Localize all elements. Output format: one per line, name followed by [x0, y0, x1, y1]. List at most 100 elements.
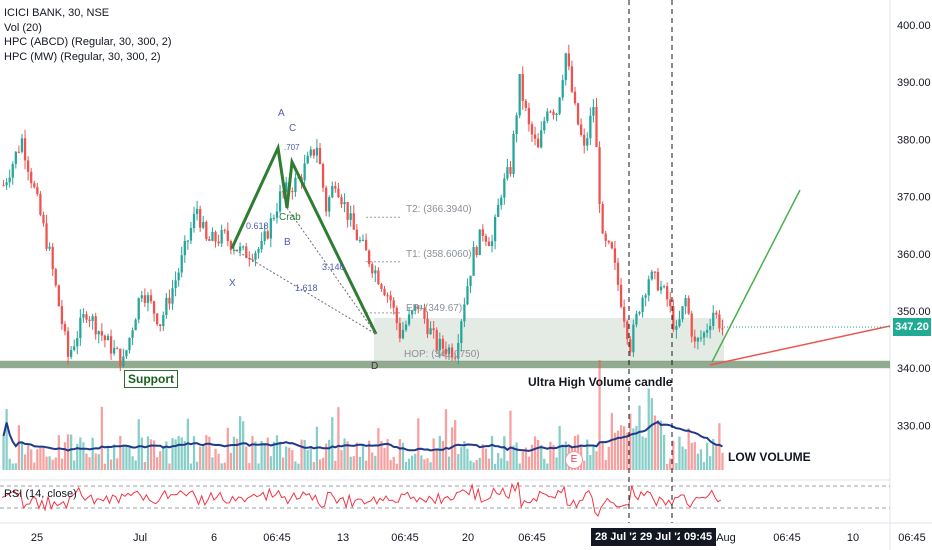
volume-bar	[97, 454, 100, 470]
candle	[570, 66, 574, 92]
volume-indicator-label[interactable]: Vol (20)	[4, 21, 42, 34]
volume-bar	[669, 458, 672, 470]
chart-legend: ICICI BANK, 30, NSE Vol (20) HPC (ABCD) …	[4, 6, 172, 64]
volume-bar	[257, 463, 260, 470]
volume-bar	[530, 444, 534, 470]
candle	[232, 249, 236, 251]
candle	[334, 186, 337, 189]
candle	[552, 111, 555, 115]
candle	[515, 115, 518, 134]
candle	[263, 231, 266, 241]
x-tick-label: Aug	[716, 532, 736, 544]
target-1-label: T1: (358.6060)	[406, 249, 472, 260]
volume-bar	[364, 460, 368, 470]
volume-bar	[76, 443, 79, 470]
volume-bar	[441, 441, 445, 470]
low-volume-note[interactable]: LOW VOLUME	[728, 450, 811, 464]
volume-bar	[493, 463, 497, 470]
candle	[368, 250, 371, 265]
volume-bar	[610, 412, 613, 470]
volume-bar	[156, 457, 159, 470]
candle	[54, 269, 57, 286]
volume-bar	[432, 438, 435, 470]
candle	[88, 319, 91, 321]
candle	[675, 326, 678, 330]
volume-bar	[82, 442, 85, 470]
candle	[632, 324, 635, 353]
volume-bar	[352, 456, 355, 470]
candle	[140, 295, 143, 299]
candle	[183, 241, 186, 256]
volume-bar	[285, 446, 288, 470]
x-tick-label: 25	[31, 532, 43, 544]
volume-bar	[214, 448, 217, 470]
symbol-title[interactable]: ICICI BANK, 30, NSE	[4, 7, 110, 19]
candle	[11, 163, 14, 178]
volume-bar	[14, 463, 17, 470]
volume-bar	[113, 444, 116, 470]
candle	[205, 221, 208, 240]
volume-bar	[321, 457, 325, 470]
candle	[650, 271, 653, 280]
support-label[interactable]: Support	[124, 370, 178, 388]
candle	[17, 151, 21, 153]
candle	[607, 240, 610, 243]
ultra-high-volume-note[interactable]: Ultra High Volume candle	[528, 375, 673, 389]
candle	[278, 191, 282, 212]
candle	[407, 314, 411, 325]
candle	[238, 246, 242, 252]
candle	[208, 239, 211, 241]
candle	[487, 241, 491, 247]
candle	[490, 241, 494, 247]
candle	[346, 202, 349, 220]
candle	[251, 258, 254, 260]
point-d-label: D	[371, 361, 379, 372]
candle	[693, 336, 696, 342]
candle	[423, 307, 426, 319]
volume-bar	[555, 457, 558, 470]
volume-bar	[340, 450, 343, 470]
volume-bar	[73, 460, 76, 470]
candle	[702, 332, 706, 338]
candle	[432, 328, 435, 331]
volume-bar	[205, 435, 208, 470]
volume-bar	[662, 434, 666, 470]
volume-bar	[159, 451, 162, 470]
volume-bar	[171, 438, 174, 470]
volume-bar	[103, 463, 107, 470]
date-tag-29-jul: 29 Jul '20	[636, 528, 694, 546]
rsi-indicator-label[interactable]: RSI (14, close)	[4, 488, 77, 500]
volume-bar	[423, 459, 426, 470]
hpc-abcd-indicator-label[interactable]: HPC (ABCD) (Regular, 30, 300, 2)	[4, 36, 172, 48]
candle	[540, 130, 543, 148]
hpc-mw-indicator-label[interactable]: HPC (MW) (Regular, 30, 300, 2)	[4, 50, 161, 63]
volume-bar	[288, 447, 291, 470]
candle	[343, 202, 346, 205]
candle	[45, 223, 48, 249]
volume-bar	[490, 436, 494, 470]
volume-bar	[57, 435, 60, 470]
candle	[383, 288, 386, 296]
volume-bar	[251, 435, 254, 470]
volume-bar	[11, 463, 14, 470]
candle	[672, 306, 675, 330]
candle	[306, 155, 309, 164]
volume-bar	[463, 441, 466, 470]
candle	[721, 328, 724, 330]
volume-bar	[30, 449, 33, 470]
candle	[414, 305, 417, 311]
candle	[395, 307, 398, 324]
candle	[364, 239, 368, 251]
candle	[162, 314, 165, 327]
volume-bar	[414, 453, 417, 470]
candle	[355, 229, 358, 241]
point-x-label: X	[229, 278, 236, 289]
candle	[681, 306, 684, 320]
candle	[324, 187, 328, 212]
candle	[389, 295, 392, 301]
volume-bar	[100, 406, 103, 470]
candle	[42, 214, 45, 224]
earnings-marker[interactable]: E	[565, 451, 583, 469]
candle	[512, 133, 515, 174]
